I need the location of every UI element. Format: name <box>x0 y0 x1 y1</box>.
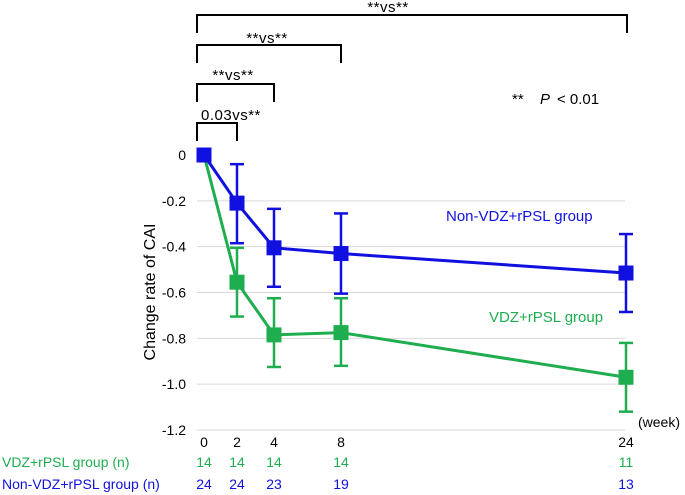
significance-label: **vs** <box>246 30 287 47</box>
significance-bracket <box>196 83 275 102</box>
x-tick-label: 4 <box>270 434 278 450</box>
y-tick-label: 0 <box>178 147 186 163</box>
significance-note-threshold: < 0.01 <box>557 91 599 108</box>
n-table-cell: 14 <box>229 454 245 470</box>
significance-label: 0.03vs** <box>201 107 261 124</box>
n-table-cell: 24 <box>196 476 212 492</box>
y-tick-label: -0.2 <box>162 193 186 209</box>
x-tick-label: 2 <box>233 434 241 450</box>
data-point-marker <box>618 369 634 385</box>
x-tick-label: 8 <box>337 434 345 450</box>
x-unit-label: (week) <box>638 414 680 430</box>
y-axis-label: Change rate of CAI <box>142 224 159 361</box>
series-layer <box>196 147 634 413</box>
data-point-marker <box>229 195 245 211</box>
y-axis: 0 -0.2 -0.4 -0.6 -0.8 -1.0 -1.2 <box>162 147 186 438</box>
y-tick-label: -0.6 <box>162 285 186 301</box>
n-table-cell: 19 <box>333 476 349 492</box>
data-point-marker <box>229 274 245 290</box>
data-point-marker <box>196 147 212 163</box>
data-point-marker <box>266 327 282 343</box>
series-line <box>202 154 627 379</box>
x-tick-label: 0 <box>200 434 208 450</box>
data-point-marker <box>266 240 282 256</box>
n-table-cell: 14 <box>196 454 212 470</box>
significance-note-p: P <box>540 91 550 108</box>
data-point-marker <box>333 246 349 262</box>
n-table-row-label: VDZ+rPSL group (n) <box>2 454 129 470</box>
data-point-marker <box>333 325 349 341</box>
n-table-cell: 23 <box>266 476 282 492</box>
series-non-vdz <box>196 147 634 314</box>
y-tick-label: -0.4 <box>162 239 186 255</box>
n-table-row-label: Non-VDZ+rPSL group (n) <box>2 476 160 492</box>
x-tick-label: 24 <box>618 434 634 450</box>
x-axis: 0 2 4 8 24 <box>197 429 634 450</box>
n-table-cell: 14 <box>333 454 349 470</box>
series-label-vdz: VDZ+rPSL group <box>489 309 603 326</box>
n-table-cell: 14 <box>266 454 282 470</box>
significance-bracket <box>196 44 342 63</box>
y-tick-label: -0.8 <box>162 330 186 346</box>
n-table-cell: 24 <box>229 476 245 492</box>
significance-label: **vs** <box>212 67 253 84</box>
series-label-non-vdz: Non-VDZ+rPSL group <box>446 208 593 225</box>
n-table-cell: 13 <box>618 476 634 492</box>
significance-bracket <box>196 14 628 33</box>
significance-label: **vs** <box>367 0 408 16</box>
n-table: VDZ+rPSL group (n) 14 14 14 14 11 Non-VDZ+rPSL… <box>2 454 634 492</box>
significance-note: ** P < 0.01 <box>512 91 599 108</box>
significance-bracket <box>196 122 238 141</box>
significance-note-marker: ** <box>512 91 524 108</box>
y-tick-label: -1.2 <box>162 422 186 438</box>
series-vdz <box>196 147 634 413</box>
n-table-cell: 11 <box>619 454 634 470</box>
significance-brackets: **vs** **vs** **vs** 0.03vs** <box>196 0 628 141</box>
y-tick-label: -1.0 <box>162 376 186 392</box>
data-point-marker <box>618 265 634 281</box>
